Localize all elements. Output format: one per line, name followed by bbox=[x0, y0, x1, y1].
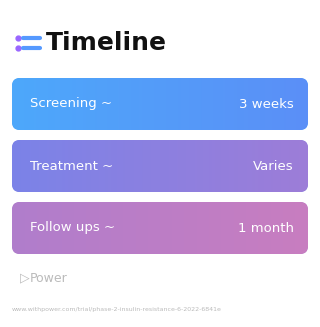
Text: Follow ups ~: Follow ups ~ bbox=[30, 221, 115, 234]
Text: Treatment ~: Treatment ~ bbox=[30, 160, 113, 173]
FancyBboxPatch shape bbox=[12, 140, 308, 192]
Text: Varies: Varies bbox=[253, 160, 294, 173]
Text: ▷: ▷ bbox=[20, 271, 30, 284]
Text: Timeline: Timeline bbox=[46, 31, 167, 55]
FancyBboxPatch shape bbox=[12, 202, 308, 254]
Text: Power: Power bbox=[30, 271, 68, 284]
Text: 1 month: 1 month bbox=[238, 221, 294, 234]
Text: www.withpower.com/trial/phase-2-insulin-resistance-6-2022-6841e: www.withpower.com/trial/phase-2-insulin-… bbox=[12, 307, 222, 313]
Text: 3 weeks: 3 weeks bbox=[239, 97, 294, 111]
Text: Screening ~: Screening ~ bbox=[30, 97, 112, 111]
FancyBboxPatch shape bbox=[12, 78, 308, 130]
